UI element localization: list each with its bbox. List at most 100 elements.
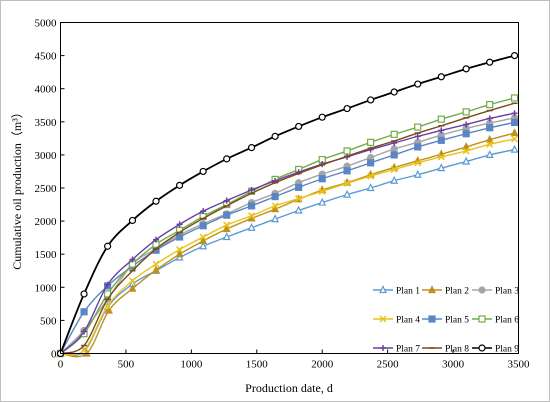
- y-tick-label: 5000: [35, 18, 58, 30]
- plan-6-point: [437, 115, 445, 123]
- plan-5-point: [199, 222, 207, 230]
- plan-1-point: [271, 214, 280, 223]
- plan-9-point: [414, 80, 422, 88]
- legend-swatch-marker: [428, 285, 436, 294]
- legend-label: Plan 2: [445, 287, 469, 297]
- plan-7-point: [414, 133, 421, 140]
- plan-9-point: [247, 144, 256, 152]
- plan-3-point: [390, 145, 398, 153]
- plan-1-point: [510, 144, 519, 153]
- plan-4-point: [128, 277, 137, 285]
- y-tick-label: 3500: [35, 117, 58, 129]
- plan-9-point: [104, 242, 112, 250]
- x-tick-label: 0: [58, 359, 64, 371]
- legend-item-plan-7: Plan 7: [373, 345, 420, 355]
- legend-item-plan-4: Plan 4: [373, 315, 420, 326]
- legend-label: Plan 4: [396, 316, 420, 326]
- plan-7-point: [223, 197, 230, 204]
- plan-4-point: [176, 246, 184, 254]
- plan-7-point: [438, 127, 445, 134]
- plan-7-point: [486, 115, 493, 122]
- plan-2-point: [222, 224, 231, 233]
- axes-layer: 0 500 1000 1500 2000 2500 3000 3500 0 500 1000 1500…: [35, 18, 531, 371]
- plan-5-point: [80, 308, 88, 316]
- plan-2-point: [128, 283, 137, 292]
- plan-2-point: [199, 236, 208, 245]
- x-tick-label: 500: [118, 359, 135, 371]
- y-tick-label: 4500: [35, 51, 58, 63]
- legend-label: Plan 7: [396, 345, 420, 355]
- plan-2-point: [152, 265, 160, 274]
- plan-9-point: [223, 155, 231, 163]
- plan-4-point: [248, 212, 256, 220]
- plan-2-point: [104, 305, 113, 314]
- y-axis-label: Cumulative oil production（m³）: [10, 106, 24, 270]
- plan-1-point: [294, 205, 303, 214]
- plan-5-point: [223, 211, 231, 219]
- legend-swatch-marker: [478, 286, 486, 294]
- plan-2-point: [462, 142, 471, 151]
- legend: Plan 1 Plan 2 Plan 3 Plan 4 Plan 5 Plan 6 Plan…: [373, 285, 519, 355]
- legend-swatch-marker: [478, 315, 486, 323]
- plan-2-point: [485, 134, 494, 143]
- plan-6-point: [462, 108, 470, 116]
- legend-label: Plan 1: [396, 287, 420, 297]
- legend-label: Plan 8: [445, 345, 469, 355]
- plan-9-point: [510, 51, 519, 60]
- x-tick-label: 2000: [311, 359, 334, 371]
- legend-label: Plan 6: [495, 316, 519, 326]
- plan-1-point: [437, 163, 446, 172]
- legend-swatch-marker: [379, 315, 387, 323]
- plan-2-point: [510, 128, 519, 137]
- y-tick-label: 2500: [35, 183, 58, 195]
- plan-7-point: [463, 121, 470, 128]
- plan-4-point: [437, 153, 445, 161]
- legend-swatch-marker: [428, 315, 436, 323]
- plan-7-point: [153, 236, 160, 243]
- plan-7-point: [248, 186, 255, 193]
- plan-9-point: [175, 181, 184, 189]
- legend-item-plan-6: Plan 6: [472, 315, 519, 326]
- plan-5-point: [318, 175, 326, 183]
- plan-1-point: [247, 222, 256, 231]
- plan-5-point: [295, 183, 303, 191]
- plan-9-point: [152, 197, 160, 205]
- plan-4-point: [414, 159, 422, 167]
- plan-5-point: [367, 159, 375, 167]
- legend-swatch-marker: [478, 344, 486, 352]
- plan-1-point: [343, 189, 352, 198]
- plan-9-point: [199, 167, 207, 176]
- plan-7-point: [81, 328, 88, 335]
- plan-4-point: [367, 172, 375, 180]
- plan-7-point: [511, 110, 518, 117]
- plan-9-point: [318, 113, 326, 121]
- plan-1-point: [318, 197, 327, 206]
- x-tick-label: 1000: [180, 359, 203, 371]
- legend-item-plan-8: Plan 8: [422, 345, 469, 355]
- legend-item-plan-1: Plan 1: [373, 285, 420, 297]
- plan-4-point: [199, 233, 207, 241]
- plan-6-point: [510, 94, 519, 102]
- plan-9-point: [437, 73, 445, 81]
- plan-4-point: [271, 202, 279, 210]
- legend-swatch-marker: [379, 285, 387, 294]
- x-axis-label: Production date, d: [245, 381, 333, 395]
- plan-9-point: [80, 290, 88, 298]
- series-plan-4: [56, 135, 519, 358]
- plan-5-point: [510, 118, 519, 127]
- plan-1-point: [222, 232, 231, 241]
- plan-5-point: [414, 143, 422, 151]
- legend-item-plan-9: Plan 9: [472, 344, 519, 355]
- legend-label: Plan 5: [445, 316, 469, 326]
- plan-9-point: [367, 96, 375, 104]
- plan-6-point: [367, 138, 375, 146]
- x-tick-label: 1500: [246, 359, 269, 371]
- plan-7-point: [129, 256, 136, 263]
- y-tick-label: 3000: [35, 150, 58, 162]
- y-tick-label: 4000: [35, 84, 58, 96]
- x-tick-label: 3500: [508, 359, 531, 371]
- plan-5-point: [247, 202, 256, 210]
- plan-1-point: [485, 150, 494, 158]
- plan-1-point: [199, 241, 208, 250]
